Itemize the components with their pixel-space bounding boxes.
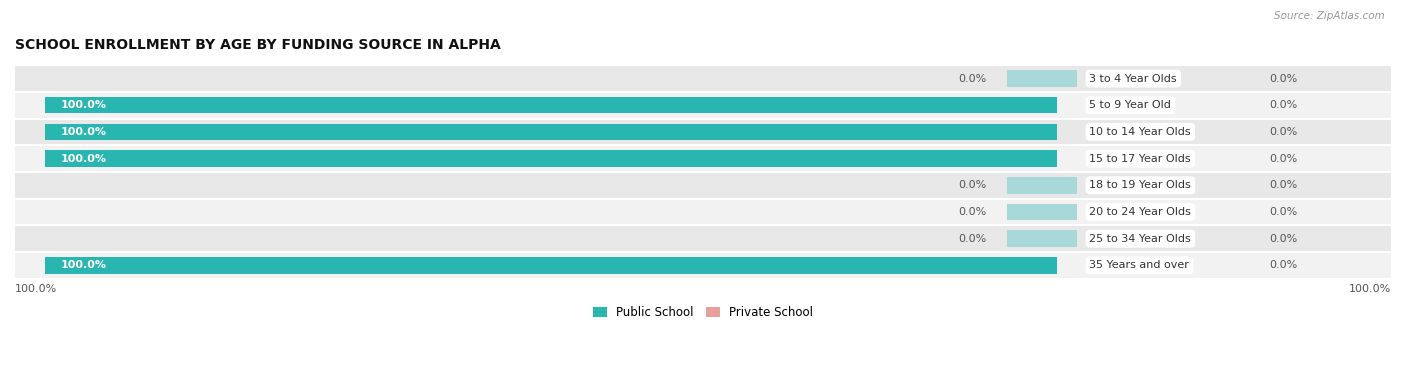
Text: 10 to 14 Year Olds: 10 to 14 Year Olds xyxy=(1090,127,1191,137)
Text: 0.0%: 0.0% xyxy=(1270,261,1298,270)
Text: 25 to 34 Year Olds: 25 to 34 Year Olds xyxy=(1090,234,1191,244)
Text: 20 to 24 Year Olds: 20 to 24 Year Olds xyxy=(1090,207,1191,217)
Bar xyxy=(45,97,1057,113)
Bar xyxy=(15,119,1391,145)
Text: 0.0%: 0.0% xyxy=(1270,207,1298,217)
Bar xyxy=(1087,177,1159,193)
Text: 5 to 9 Year Old: 5 to 9 Year Old xyxy=(1090,100,1171,110)
Text: 100.0%: 100.0% xyxy=(1348,284,1391,294)
Text: 0.0%: 0.0% xyxy=(1270,234,1298,244)
Bar xyxy=(1087,97,1159,113)
Text: SCHOOL ENROLLMENT BY AGE BY FUNDING SOURCE IN ALPHA: SCHOOL ENROLLMENT BY AGE BY FUNDING SOUR… xyxy=(15,38,501,52)
Bar xyxy=(45,257,1057,274)
Bar xyxy=(1087,257,1159,274)
Bar xyxy=(45,124,1057,140)
Text: 0.0%: 0.0% xyxy=(957,74,986,84)
Legend: Public School, Private School: Public School, Private School xyxy=(588,301,818,324)
Text: 0.0%: 0.0% xyxy=(1270,153,1298,164)
Bar xyxy=(15,92,1391,119)
Bar xyxy=(1087,230,1159,247)
Text: 100.0%: 100.0% xyxy=(15,284,58,294)
Text: 100.0%: 100.0% xyxy=(60,153,107,164)
Text: 0.0%: 0.0% xyxy=(1270,100,1298,110)
Text: 35 Years and over: 35 Years and over xyxy=(1090,261,1189,270)
Text: 100.0%: 100.0% xyxy=(60,100,107,110)
Bar xyxy=(1007,177,1077,193)
Bar xyxy=(15,199,1391,225)
Bar xyxy=(15,252,1391,279)
Bar xyxy=(1087,204,1159,220)
Bar xyxy=(15,172,1391,199)
Bar xyxy=(15,225,1391,252)
Text: 0.0%: 0.0% xyxy=(1270,74,1298,84)
Text: 0.0%: 0.0% xyxy=(957,234,986,244)
Bar xyxy=(1087,70,1159,87)
Bar xyxy=(15,65,1391,92)
Bar xyxy=(1087,124,1159,140)
Bar xyxy=(1007,230,1077,247)
Bar xyxy=(15,145,1391,172)
Text: 100.0%: 100.0% xyxy=(60,261,107,270)
Text: 0.0%: 0.0% xyxy=(1270,180,1298,190)
Bar xyxy=(1007,204,1077,220)
Bar xyxy=(45,150,1057,167)
Text: 18 to 19 Year Olds: 18 to 19 Year Olds xyxy=(1090,180,1191,190)
Text: 0.0%: 0.0% xyxy=(957,180,986,190)
Bar xyxy=(1007,70,1077,87)
Text: 100.0%: 100.0% xyxy=(60,127,107,137)
Text: 0.0%: 0.0% xyxy=(957,207,986,217)
Text: 0.0%: 0.0% xyxy=(1270,127,1298,137)
Text: 15 to 17 Year Olds: 15 to 17 Year Olds xyxy=(1090,153,1191,164)
Bar xyxy=(1087,150,1159,167)
Text: 3 to 4 Year Olds: 3 to 4 Year Olds xyxy=(1090,74,1177,84)
Text: Source: ZipAtlas.com: Source: ZipAtlas.com xyxy=(1274,11,1385,21)
